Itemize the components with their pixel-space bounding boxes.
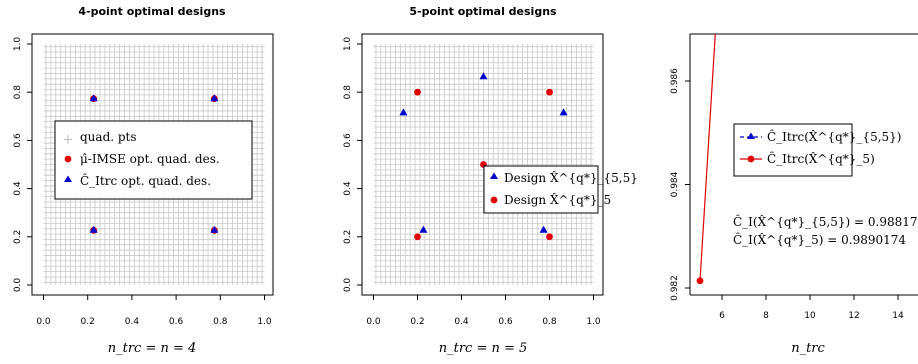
panel1-title: 4-point optimal designs	[78, 5, 226, 18]
panel2-x-tick-label: 1.0	[586, 317, 601, 327]
panel1-triangle-point	[89, 225, 98, 233]
panel1-legend-box	[54, 120, 253, 200]
panel1-x-tick-label: 0.2	[81, 317, 95, 327]
panel1-y-tick-label: 0.8	[13, 85, 23, 100]
panel2-y-tick-label: 0.2	[343, 230, 353, 244]
annotation-c-5-5: Ĉ_I(X̂^{q*}_{5,5}) = 0.9881732	[733, 213, 918, 229]
panel-5-point: 5-point optimal designs 0.0 0.2 0.4 0.6 0.8 1…	[343, 5, 638, 356]
panel2-y-tick-label: 0.4	[343, 181, 353, 196]
panel1-x-tick-label: 0.0	[36, 317, 51, 327]
legend-circle-marker	[64, 155, 72, 163]
panel2-triangle-point	[559, 108, 568, 116]
panel1-y-tick-label: 1.0	[13, 37, 23, 52]
legend-circle-marker	[747, 155, 755, 163]
legend-circle-marker	[490, 196, 498, 204]
panel3-x-tick-label: 12	[848, 311, 859, 321]
panel3-x-tick-label: 10	[804, 311, 816, 321]
panel2-x-tick-label: 0.2	[410, 317, 424, 327]
panel3-x-tick-label: 6	[719, 311, 725, 321]
panel2-title: 5-point optimal designs	[409, 5, 557, 18]
panel2-quad-grid	[373, 44, 594, 285]
legend-triangle-marker	[490, 172, 498, 179]
panel1-triangle-point	[89, 94, 98, 102]
panel1-triangle-point	[210, 225, 219, 233]
panel2-y-tick-label: 1.0	[343, 37, 353, 52]
panel2-x-tick-label: 0.8	[542, 317, 557, 327]
panel2-y-tick-label: 0.8	[343, 85, 353, 100]
legend-imse-design: μ̂-IMSE opt. quad. des.	[80, 152, 220, 166]
legend-plus-marker: +	[63, 133, 74, 148]
panel1-x-tick-label: 0.4	[125, 317, 140, 327]
panel2-plot-frame	[361, 33, 604, 296]
panel3-y-tick-label: 0.984	[670, 171, 680, 197]
panel1-triangle-point	[210, 94, 219, 102]
panel3-x-tick-label: 8	[763, 311, 769, 321]
panel2-circle-point	[546, 233, 553, 241]
legend-quad-pts: quad. pts	[80, 130, 137, 144]
panel3-series	[696, 34, 716, 285]
panel1-x-tick-label: 0.6	[169, 317, 184, 327]
panel1-y-tick-label: 0.0	[13, 278, 23, 293]
panel1-axes: 0.0 0.2 0.4 0.6 0.8 1.0 0.0 0.2 0.4 0.6 0.8 1.0	[13, 37, 272, 327]
legend-triangle-marker	[64, 175, 72, 182]
panel2-circle-point	[414, 233, 421, 241]
panel1-plot-frame	[31, 33, 274, 296]
panel2-axes: 0.0 0.2 0.4 0.6 0.8 1.0 0.0 0.2 0.4 0.6 0.8 1.0	[343, 37, 601, 327]
panel2-triangle-point	[419, 225, 428, 233]
panel2-triangle-point	[479, 72, 488, 80]
panel2-xlabel: n_trc = n = 5	[439, 341, 528, 356]
legend-design-5-5: Design X̂^{q*}_{5,5}	[504, 170, 638, 185]
legend-c-5: Ĉ_Itrc(X̂^{q*}_5)	[767, 150, 875, 166]
legend-c-design: Ĉ_Itrc opt. quad. des.	[80, 172, 211, 188]
panel1-y-tick-label: 0.2	[13, 230, 23, 244]
panel2-y-tick-label: 0.6	[343, 133, 353, 148]
panel3-circle-point	[696, 277, 704, 285]
panel1-x-tick-label: 0.8	[213, 317, 228, 327]
panel3-y-tick-label: 0.986	[670, 68, 680, 94]
panel1-xlabel: n_trc = n = 4	[108, 341, 197, 356]
panel3-x-tick-label: 14	[892, 311, 904, 321]
panel3-legend-box	[733, 123, 853, 177]
panel2-x-tick-label: 0.0	[366, 317, 381, 327]
panel1-y-tick-label: 0.4	[13, 181, 23, 196]
panel1-y-tick-label: 0.6	[13, 133, 23, 148]
panel2-circle-point	[414, 88, 421, 96]
panel2-legend: Design X̂^{q*}_{5,5} Design X̂^{q*}_5	[483, 165, 638, 214]
panel-4-point: 4-point optimal designs 0.0 0.2 0.4 0.6 0.8 1…	[13, 5, 274, 356]
panel2-triangle-point	[399, 108, 408, 116]
legend-design-5: Design X̂^{q*}_5	[504, 192, 611, 207]
legend-triangle-marker	[747, 132, 755, 139]
legend-c-5-5: Ĉ_Itrc(X̂^{q*}_{5,5})	[767, 128, 901, 144]
panel1-legend: + quad. pts μ̂-IMSE opt. quad. des. Ĉ_It…	[54, 120, 253, 200]
panel2-legend-box	[483, 165, 599, 214]
panel1-x-tick-label: 1.0	[257, 317, 272, 327]
annotation-c-5: Ĉ_I(X̂^{q*}_5) = 0.9890174	[733, 231, 906, 247]
panel1-points	[89, 94, 219, 234]
panel3-xlabel: n_trc	[791, 341, 825, 356]
panel2-x-tick-label: 0.6	[498, 317, 513, 327]
panel3-y-tick-label: 0.982	[670, 275, 680, 301]
panel2-circle-point	[546, 88, 553, 96]
panel3-legend: Ĉ_Itrc(X̂^{q*}_{5,5}) Ĉ_Itrc(X̂^{q*}_5)	[733, 123, 901, 177]
panel2-triangle-point	[539, 225, 548, 233]
panel2-x-tick-label: 0.4	[454, 317, 469, 327]
panel2-y-tick-label: 0.0	[343, 278, 353, 293]
